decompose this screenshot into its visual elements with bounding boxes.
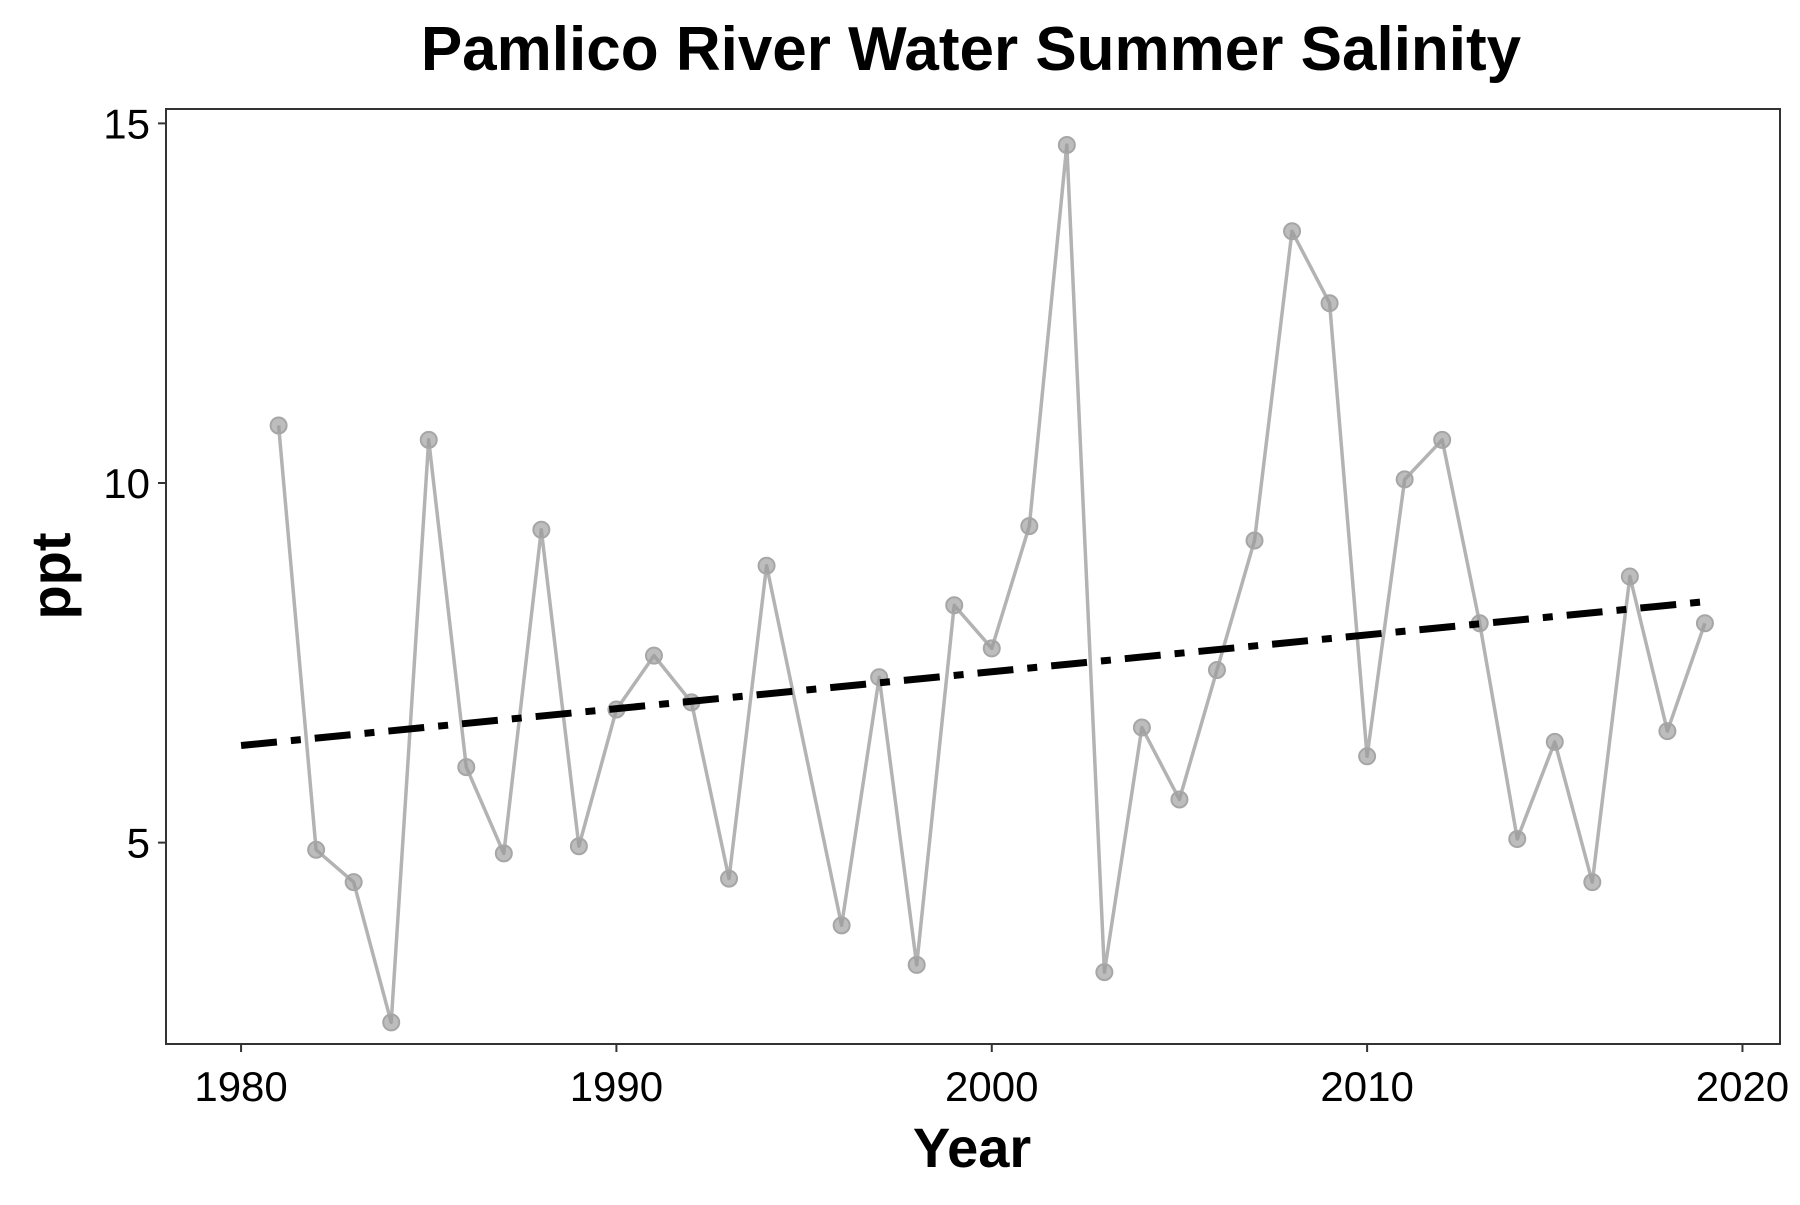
salinity-point bbox=[1207, 661, 1226, 679]
salinity-point bbox=[1395, 470, 1414, 489]
salinity-line bbox=[276, 143, 1707, 1025]
salinity-point bbox=[1095, 963, 1114, 982]
x-tick-label: 2010 bbox=[1320, 1063, 1413, 1110]
salinity-point bbox=[982, 639, 1001, 658]
salinity-point bbox=[307, 840, 326, 859]
salinity-point bbox=[1433, 430, 1452, 449]
salinity-point bbox=[907, 955, 926, 974]
salinity-point bbox=[1057, 135, 1076, 154]
salinity-point bbox=[1358, 747, 1377, 766]
salinity-point bbox=[1132, 718, 1151, 737]
salinity-point bbox=[494, 844, 513, 863]
x-tick-label: 1980 bbox=[194, 1063, 287, 1110]
salinity-point bbox=[1245, 531, 1264, 550]
salinity-point bbox=[1170, 790, 1189, 809]
salinity-point bbox=[720, 869, 739, 888]
plot-panel bbox=[165, 108, 1781, 1045]
y-axis: 5 10 15 bbox=[103, 100, 166, 867]
series-layer bbox=[240, 135, 1714, 1032]
y-tick-label: 15 bbox=[103, 100, 150, 147]
chart-title: Pamlico River Water Summer Salinity bbox=[421, 15, 1522, 84]
x-tick-label: 2000 bbox=[945, 1063, 1038, 1110]
salinity-point bbox=[419, 430, 438, 449]
salinity-point bbox=[1583, 873, 1602, 892]
salinity-point bbox=[344, 873, 363, 892]
salinity-point bbox=[532, 520, 551, 539]
salinity-point bbox=[644, 646, 663, 665]
salinity-point bbox=[1545, 732, 1564, 751]
salinity-point bbox=[945, 596, 964, 615]
salinity-point bbox=[269, 416, 288, 435]
salinity-point bbox=[1020, 517, 1039, 536]
salinity-point bbox=[457, 758, 476, 777]
salinity-point bbox=[1283, 222, 1302, 241]
salinity-point bbox=[1695, 614, 1714, 633]
salinity-point bbox=[1508, 830, 1527, 849]
salinity-point bbox=[1320, 294, 1339, 313]
trend-line bbox=[240, 598, 1706, 750]
y-tick-label: 10 bbox=[103, 460, 150, 507]
salinity-point bbox=[1658, 722, 1677, 741]
salinity-point bbox=[832, 916, 851, 935]
x-tick-label: 1990 bbox=[570, 1063, 663, 1110]
x-tick-label: 2020 bbox=[1696, 1063, 1789, 1110]
x-axis-title: Year bbox=[913, 1116, 1031, 1179]
salinity-point bbox=[569, 837, 588, 856]
y-tick-label: 5 bbox=[127, 820, 150, 867]
y-axis-title: ppt bbox=[19, 532, 82, 619]
salinity-point bbox=[1620, 567, 1639, 586]
x-axis: 1980 1990 2000 2010 2020 bbox=[194, 1044, 1789, 1110]
salinity-point bbox=[757, 556, 776, 575]
salinity-point bbox=[382, 1013, 401, 1032]
